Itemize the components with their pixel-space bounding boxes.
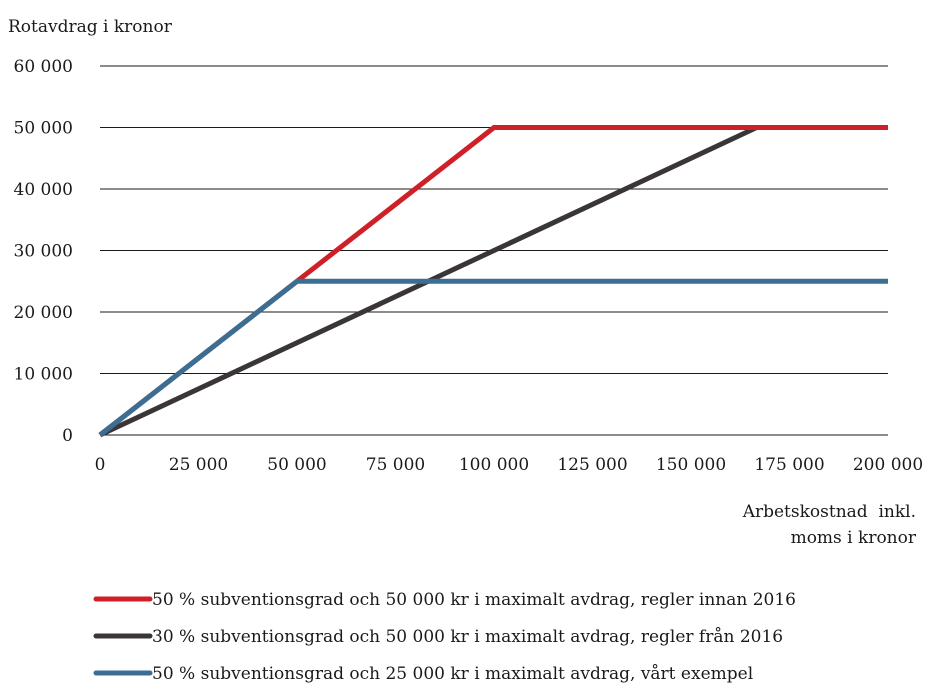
y-axis-title: Rotavdrag i kronor bbox=[8, 17, 173, 37]
y-tick-label: 0 bbox=[62, 426, 73, 446]
x-tick-label: 125 000 bbox=[557, 455, 627, 475]
legend-label-0: 50 % subventionsgrad och 50 000 kr i max… bbox=[152, 590, 796, 610]
legend-label-1: 30 % subventionsgrad och 50 000 kr i max… bbox=[152, 627, 783, 647]
y-tick-label: 60 000 bbox=[14, 57, 73, 77]
x-axis-title-line2: moms i kronor bbox=[791, 528, 917, 548]
x-tick-label: 175 000 bbox=[754, 455, 824, 475]
legend: 50 % subventionsgrad och 50 000 kr i max… bbox=[93, 590, 796, 684]
y-tick-label: 50 000 bbox=[14, 119, 73, 139]
y-tick-label: 20 000 bbox=[14, 303, 73, 323]
y-tick-label: 10 000 bbox=[14, 365, 73, 385]
y-axis-ticks: 0 10 000 20 000 30 000 40 000 50 000 60 000 bbox=[14, 57, 73, 446]
x-tick-label: 0 bbox=[95, 455, 106, 475]
y-tick-label: 30 000 bbox=[14, 242, 73, 262]
x-tick-label: 200 000 bbox=[853, 455, 923, 475]
x-axis-title-line1: Arbetskostnad inkl. bbox=[742, 502, 916, 522]
x-tick-label: 25 000 bbox=[169, 455, 228, 475]
x-tick-label: 150 000 bbox=[656, 455, 726, 475]
series-lines bbox=[98, 125, 888, 438]
x-axis-ticks: 0 25 000 50 000 75 000 100 000 125 000 150 000… bbox=[95, 455, 924, 475]
x-tick-label: 75 000 bbox=[366, 455, 425, 475]
x-tick-label: 50 000 bbox=[267, 455, 326, 475]
x-tick-label: 100 000 bbox=[459, 455, 529, 475]
legend-label-2: 50 % subventionsgrad och 25 000 kr i max… bbox=[152, 664, 753, 684]
series-line-2 bbox=[98, 278, 888, 437]
y-tick-label: 40 000 bbox=[14, 180, 73, 200]
